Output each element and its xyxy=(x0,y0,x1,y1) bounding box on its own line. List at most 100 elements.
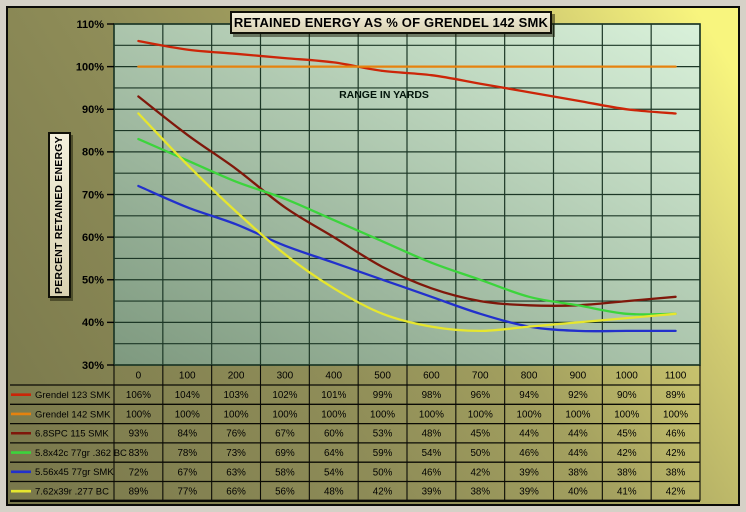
legend-label: Grendel 142 SMK xyxy=(35,409,111,420)
table-cell: 38% xyxy=(617,467,637,478)
table-cell: 44% xyxy=(568,429,588,440)
table-cell: 44% xyxy=(519,429,539,440)
table-cell: 42% xyxy=(666,448,686,459)
x-category-label: 600 xyxy=(423,371,440,382)
table-cell: 42% xyxy=(470,467,490,478)
table-cell: 39% xyxy=(519,487,539,498)
table-cell: 100% xyxy=(272,409,297,420)
table-cell: 73% xyxy=(226,448,246,459)
table-cell: 38% xyxy=(666,467,686,478)
chart-title: RETAINED ENERGY AS % OF GRENDEL 142 SMK xyxy=(230,11,552,34)
table-cell: 63% xyxy=(226,467,246,478)
table-cell: 93% xyxy=(129,429,149,440)
table-cell: 48% xyxy=(422,429,442,440)
x-category-label: 400 xyxy=(325,371,342,382)
table-cell: 100% xyxy=(370,409,395,420)
table-cell: 89% xyxy=(666,390,686,401)
table-cell: 100% xyxy=(126,409,151,420)
x-category-label: 700 xyxy=(472,371,489,382)
table-cell: 40% xyxy=(568,487,588,498)
y-tick-label: 100% xyxy=(76,61,104,73)
table-cell: 41% xyxy=(617,487,637,498)
table-cell: 84% xyxy=(177,429,197,440)
table-cell: 44% xyxy=(568,448,588,459)
table-cell: 45% xyxy=(617,429,637,440)
table-cell: 54% xyxy=(324,467,344,478)
y-tick-label: 110% xyxy=(76,19,104,31)
table-cell: 42% xyxy=(373,487,393,498)
table-cell: 39% xyxy=(519,467,539,478)
table-cell: 48% xyxy=(324,487,344,498)
legend-label: Grendel 123 SMK xyxy=(35,390,111,401)
table-cell: 83% xyxy=(129,448,149,459)
table-cell: 58% xyxy=(275,467,295,478)
table-cell: 46% xyxy=(422,467,442,478)
legend-label: 5.56x45 77gr SMK xyxy=(35,467,114,478)
table-cell: 64% xyxy=(324,448,344,459)
table-cell: 100% xyxy=(468,409,493,420)
table-cell: 76% xyxy=(226,429,246,440)
table-cell: 92% xyxy=(568,390,588,401)
y-axis-title: PERCENT RETAINED ENERGY xyxy=(48,132,71,298)
table-cell: 38% xyxy=(470,487,490,498)
table-cell: 100% xyxy=(663,409,688,420)
x-axis-title: RANGE IN YARDS xyxy=(339,89,429,101)
y-tick-label: 40% xyxy=(82,317,104,329)
table-cell: 101% xyxy=(321,390,346,401)
table-cell: 67% xyxy=(177,467,197,478)
table-cell: 66% xyxy=(226,487,246,498)
x-category-label: 200 xyxy=(228,371,245,382)
x-category-label: 1000 xyxy=(616,371,639,382)
table-cell: 96% xyxy=(470,390,490,401)
table-cell: 77% xyxy=(177,487,197,498)
series-line-7-62x39r-277-bc xyxy=(137,112,677,333)
table-cell: 59% xyxy=(373,448,393,459)
table-cell: 89% xyxy=(129,487,149,498)
chart-plot-and-table: 30% 40% 50% 60% 70% 80% 90% 100% 110% 0 100 200 300 4… xyxy=(10,19,701,502)
table-cell: 100% xyxy=(565,409,590,420)
series-line-5-8x42c-77gr-362-bc xyxy=(137,137,677,316)
table-cell: 106% xyxy=(126,390,151,401)
table-cell: 60% xyxy=(324,429,344,440)
x-category-label: 100 xyxy=(179,371,196,382)
table-cell: 102% xyxy=(272,390,297,401)
table-cell: 67% xyxy=(275,429,295,440)
y-tick-label: 80% xyxy=(82,147,104,159)
y-tick-label: 50% xyxy=(82,275,104,287)
table-cell: 100% xyxy=(517,409,542,420)
table-cell: 50% xyxy=(470,448,490,459)
y-tick-label: 90% xyxy=(82,104,104,116)
y-axis-title-text: PERCENT RETAINED ENERGY xyxy=(53,136,65,294)
x-category-label: 500 xyxy=(374,371,391,382)
table-cell: 69% xyxy=(275,448,295,459)
table-cell: 54% xyxy=(422,448,442,459)
x-category-label: 1100 xyxy=(665,371,687,382)
y-tick-label: 30% xyxy=(82,360,104,372)
legend-label: 5.8x42c 77gr .362 BC xyxy=(35,448,127,459)
table-cell: 99% xyxy=(373,390,393,401)
table-cell: 42% xyxy=(666,487,686,498)
table-cell: 100% xyxy=(419,409,444,420)
table-cell: 94% xyxy=(519,390,539,401)
table-cell: 46% xyxy=(519,448,539,459)
table-cell: 103% xyxy=(224,390,249,401)
x-category-label: 300 xyxy=(277,371,294,382)
table-cell: 39% xyxy=(422,487,442,498)
chart-title-text: RETAINED ENERGY AS % OF GRENDEL 142 SMK xyxy=(233,15,549,30)
table-cell: 100% xyxy=(175,409,200,420)
legend-label: 7.62x39r .277 BC xyxy=(35,486,109,497)
series-line-5-56x45-77gr-smk xyxy=(137,184,677,333)
table-cell: 100% xyxy=(224,409,249,420)
y-tick-label: 60% xyxy=(82,232,104,244)
series-line-grendel-123-smk xyxy=(137,39,677,115)
table-cell: 72% xyxy=(129,467,149,478)
table-cell: 78% xyxy=(177,448,197,459)
table-cell: 98% xyxy=(422,390,442,401)
table-cell: 100% xyxy=(614,409,639,420)
x-category-label: 900 xyxy=(570,371,587,382)
chart-canvas: 30% 40% 50% 60% 70% 80% 90% 100% 110% 0 100 200 300 4… xyxy=(6,6,740,506)
table-cell: 45% xyxy=(470,429,490,440)
table-cell: 50% xyxy=(373,467,393,478)
table-cell: 100% xyxy=(321,409,346,420)
